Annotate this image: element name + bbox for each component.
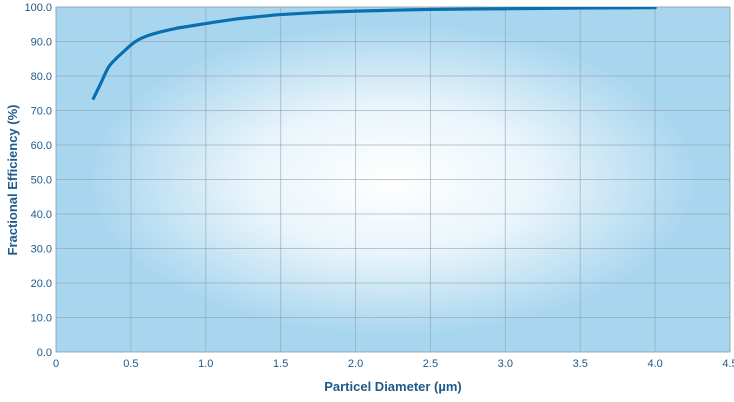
y-tick-label: 10.0 (31, 313, 52, 325)
y-tick-label: 90.0 (31, 37, 52, 49)
x-tick-label: 1.0 (198, 358, 213, 370)
x-tick-label: 2.0 (348, 358, 363, 370)
x-tick-label: 4.5 (722, 358, 734, 370)
y-tick-label: 50.0 (31, 175, 52, 187)
x-tick-label: 0 (53, 358, 59, 370)
y-axis-title: Fractional Efficiency (%) (5, 105, 20, 256)
grid-lines (55, 6, 731, 353)
y-tick-label: 70.0 (31, 106, 52, 118)
y-tick-label: 40.0 (31, 209, 52, 221)
y-tick-label: 30.0 (31, 244, 52, 256)
y-tick-label: 0.0 (37, 347, 52, 359)
x-tick-label: 4.0 (647, 358, 662, 370)
y-tick-label: 100.0 (24, 2, 52, 14)
x-tick-label: 3.0 (498, 358, 513, 370)
x-tick-label: 1.5 (273, 358, 288, 370)
x-axis-tick-labels: 0 0.5 1.0 1.5 2.0 2.5 3.0 3.5 4.0 4.5 (53, 358, 734, 370)
x-tick-label: 0.5 (123, 358, 138, 370)
x-tick-label: 2.5 (423, 358, 438, 370)
y-axis-tick-labels: 0.0 10.0 20.0 30.0 40.0 50.0 60.0 70.0 80.0 90.0 1… (24, 2, 52, 359)
series-layer (91, 7, 657, 101)
efficiency-series-line (91, 7, 657, 101)
plot-border (55, 6, 731, 353)
y-tick-label: 60.0 (31, 140, 52, 152)
y-tick-label: 20.0 (31, 278, 52, 290)
x-axis-title: Particel Diameter (µm) (324, 379, 462, 394)
y-tick-label: 80.0 (31, 71, 52, 83)
x-tick-label: 3.5 (573, 358, 588, 370)
